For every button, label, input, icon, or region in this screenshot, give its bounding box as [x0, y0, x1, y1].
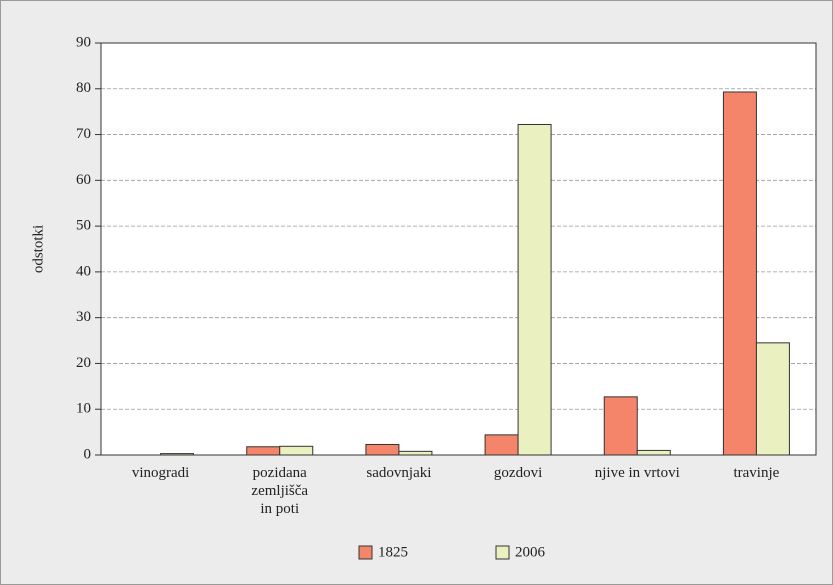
y-tick-label: 0	[84, 446, 92, 462]
plot-area	[101, 43, 816, 455]
bar	[279, 445, 314, 456]
bar	[484, 434, 519, 456]
legend-label: 1825	[378, 544, 408, 560]
x-tick-label: njive in vrtovi	[594, 465, 680, 481]
plot-border	[100, 42, 817, 456]
y-tick-label: 90	[76, 34, 91, 50]
bar	[636, 449, 671, 456]
y-tick-label: 60	[76, 172, 91, 188]
x-tick-label: gozdovi	[493, 465, 543, 481]
x-tick-label: pozidana zemljišča in poti	[251, 465, 309, 517]
y-tick-label: 10	[76, 401, 91, 417]
bar	[398, 450, 433, 456]
bar	[603, 396, 638, 456]
bar	[722, 91, 757, 456]
y-tick-label: 30	[76, 309, 91, 325]
legend-label: 2006	[515, 544, 546, 560]
x-tick-label: travinje	[733, 465, 780, 481]
x-tick-label: vinogradi	[131, 465, 190, 481]
y-tick-label: 40	[76, 263, 91, 279]
bar	[755, 342, 790, 456]
bar	[517, 123, 552, 456]
bar	[246, 446, 281, 456]
y-tick-label: 70	[76, 126, 91, 142]
bar	[365, 443, 400, 456]
legend-swatch	[495, 545, 510, 560]
y-tick-label: 80	[76, 80, 91, 96]
x-tick-label: sadovnjaki	[366, 465, 432, 481]
legend-swatch	[358, 545, 373, 560]
y-tick-label: 50	[76, 218, 91, 234]
y-tick-label: 20	[76, 355, 91, 371]
y-axis-label: odstotki	[30, 225, 46, 273]
